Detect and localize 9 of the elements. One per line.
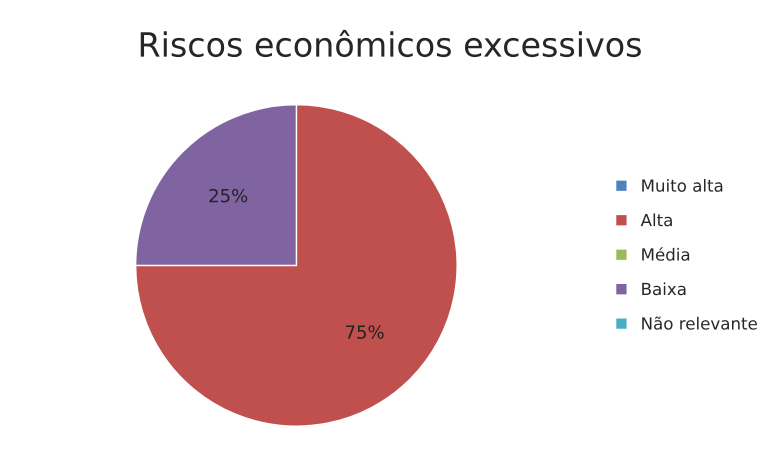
legend-label: Alta	[640, 213, 672, 226]
pie-slice	[134, 104, 458, 427]
legend-label: Muito alta	[642, 178, 722, 192]
legend-label: Média	[642, 247, 690, 261]
chart-title: Riscos econômicos excessivos	[140, 30, 641, 58]
legend-label: Não relevante	[642, 316, 757, 330]
legend-label: Baixa	[642, 282, 686, 296]
data-label: 75%	[346, 325, 384, 339]
data-label: 25%	[209, 188, 248, 202]
